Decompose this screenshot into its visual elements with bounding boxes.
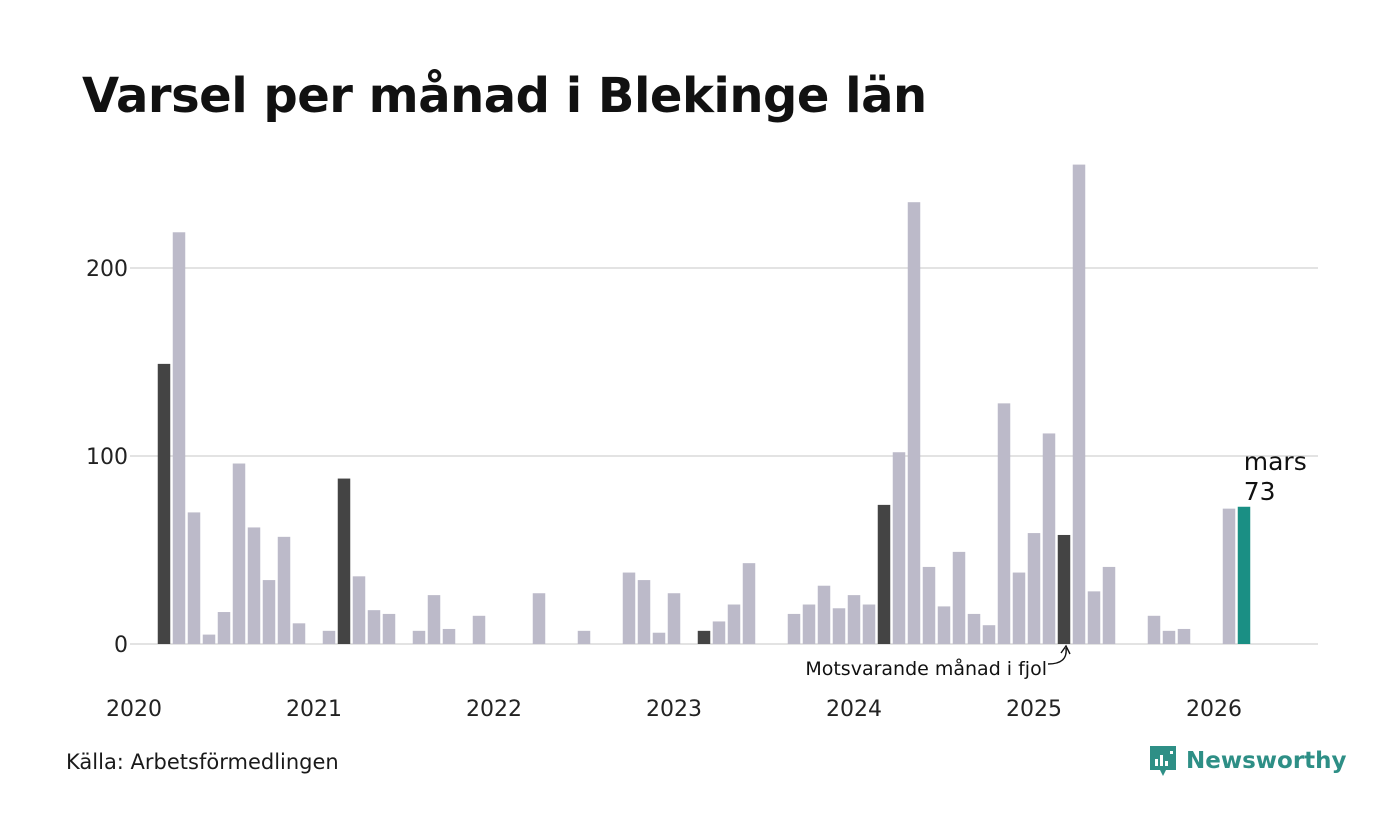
bars (157, 164, 1251, 644)
chart-title: Varsel per månad i Blekinge län (82, 68, 927, 124)
bar (877, 504, 891, 644)
bar (1102, 566, 1116, 644)
bar (367, 610, 381, 644)
bar (382, 613, 396, 644)
bar (802, 604, 816, 644)
bar (442, 628, 456, 644)
x-tick-label: 2023 (646, 697, 702, 722)
bar (1057, 534, 1071, 644)
bar (232, 463, 246, 644)
bar (412, 630, 426, 644)
annotation-arrowhead (1060, 644, 1071, 655)
bar (187, 512, 201, 644)
x-tick-label: 2025 (1006, 697, 1062, 722)
bar (952, 551, 966, 644)
bar (427, 595, 441, 644)
bar (742, 563, 756, 644)
bar (967, 613, 981, 644)
bar (727, 604, 741, 644)
y-tick-label: 200 (86, 257, 128, 282)
bar (157, 363, 171, 644)
bar (997, 403, 1011, 644)
x-tick-label: 2026 (1186, 697, 1242, 722)
bar (907, 202, 921, 644)
y-tick-label: 100 (86, 445, 128, 470)
x-tick-label: 2020 (106, 697, 162, 722)
bar (1222, 508, 1236, 644)
bar (937, 606, 951, 644)
bar (217, 612, 231, 644)
bar (1027, 533, 1041, 644)
x-tick-label: 2021 (286, 697, 342, 722)
annotation-arrow (1047, 647, 1067, 665)
bar (1147, 615, 1161, 644)
bar (1072, 164, 1086, 644)
current-value-label: 73 (1244, 477, 1276, 506)
bar (247, 527, 261, 644)
newsworthy-logo[interactable]: Newsworthy (1148, 744, 1347, 778)
bar (577, 630, 591, 644)
bar (472, 615, 486, 644)
bar (322, 630, 336, 644)
bar (667, 593, 681, 644)
bar (787, 613, 801, 644)
bar (1087, 591, 1101, 644)
bar (337, 478, 351, 644)
bar (982, 625, 996, 644)
bar (1162, 630, 1176, 644)
bar (922, 566, 936, 644)
y-tick-label: 0 (114, 633, 128, 658)
newsworthy-logo-icon (1150, 746, 1176, 776)
source-note: Källa: Arbetsförmedlingen (66, 750, 339, 774)
bar (832, 608, 846, 644)
bar (292, 623, 306, 644)
bar (202, 634, 216, 644)
axis-labels: 0 100 200 2020 2021 2022 2023 2024 2025 2026 (86, 257, 1242, 722)
bar (817, 585, 831, 644)
bar (352, 576, 366, 644)
bar (622, 572, 636, 644)
bar (262, 580, 276, 644)
gridlines (130, 267, 1318, 645)
bar (1237, 506, 1251, 644)
bar (532, 593, 546, 644)
bar (862, 604, 876, 644)
bar (1012, 572, 1026, 644)
bar (712, 621, 726, 644)
bar (697, 630, 711, 644)
bar (1042, 433, 1056, 644)
x-tick-label: 2022 (466, 697, 522, 722)
bar (892, 452, 906, 644)
bar (637, 580, 651, 644)
bar (652, 632, 666, 644)
current-month-label: mars (1244, 447, 1307, 476)
newsworthy-logo-text: Newsworthy (1186, 748, 1347, 774)
bar (847, 595, 861, 644)
bar (277, 536, 291, 644)
x-tick-label: 2024 (826, 697, 882, 722)
annotation-text: Motsvarande månad i fjol (805, 657, 1047, 680)
bar (172, 232, 186, 644)
bar (1177, 628, 1191, 644)
